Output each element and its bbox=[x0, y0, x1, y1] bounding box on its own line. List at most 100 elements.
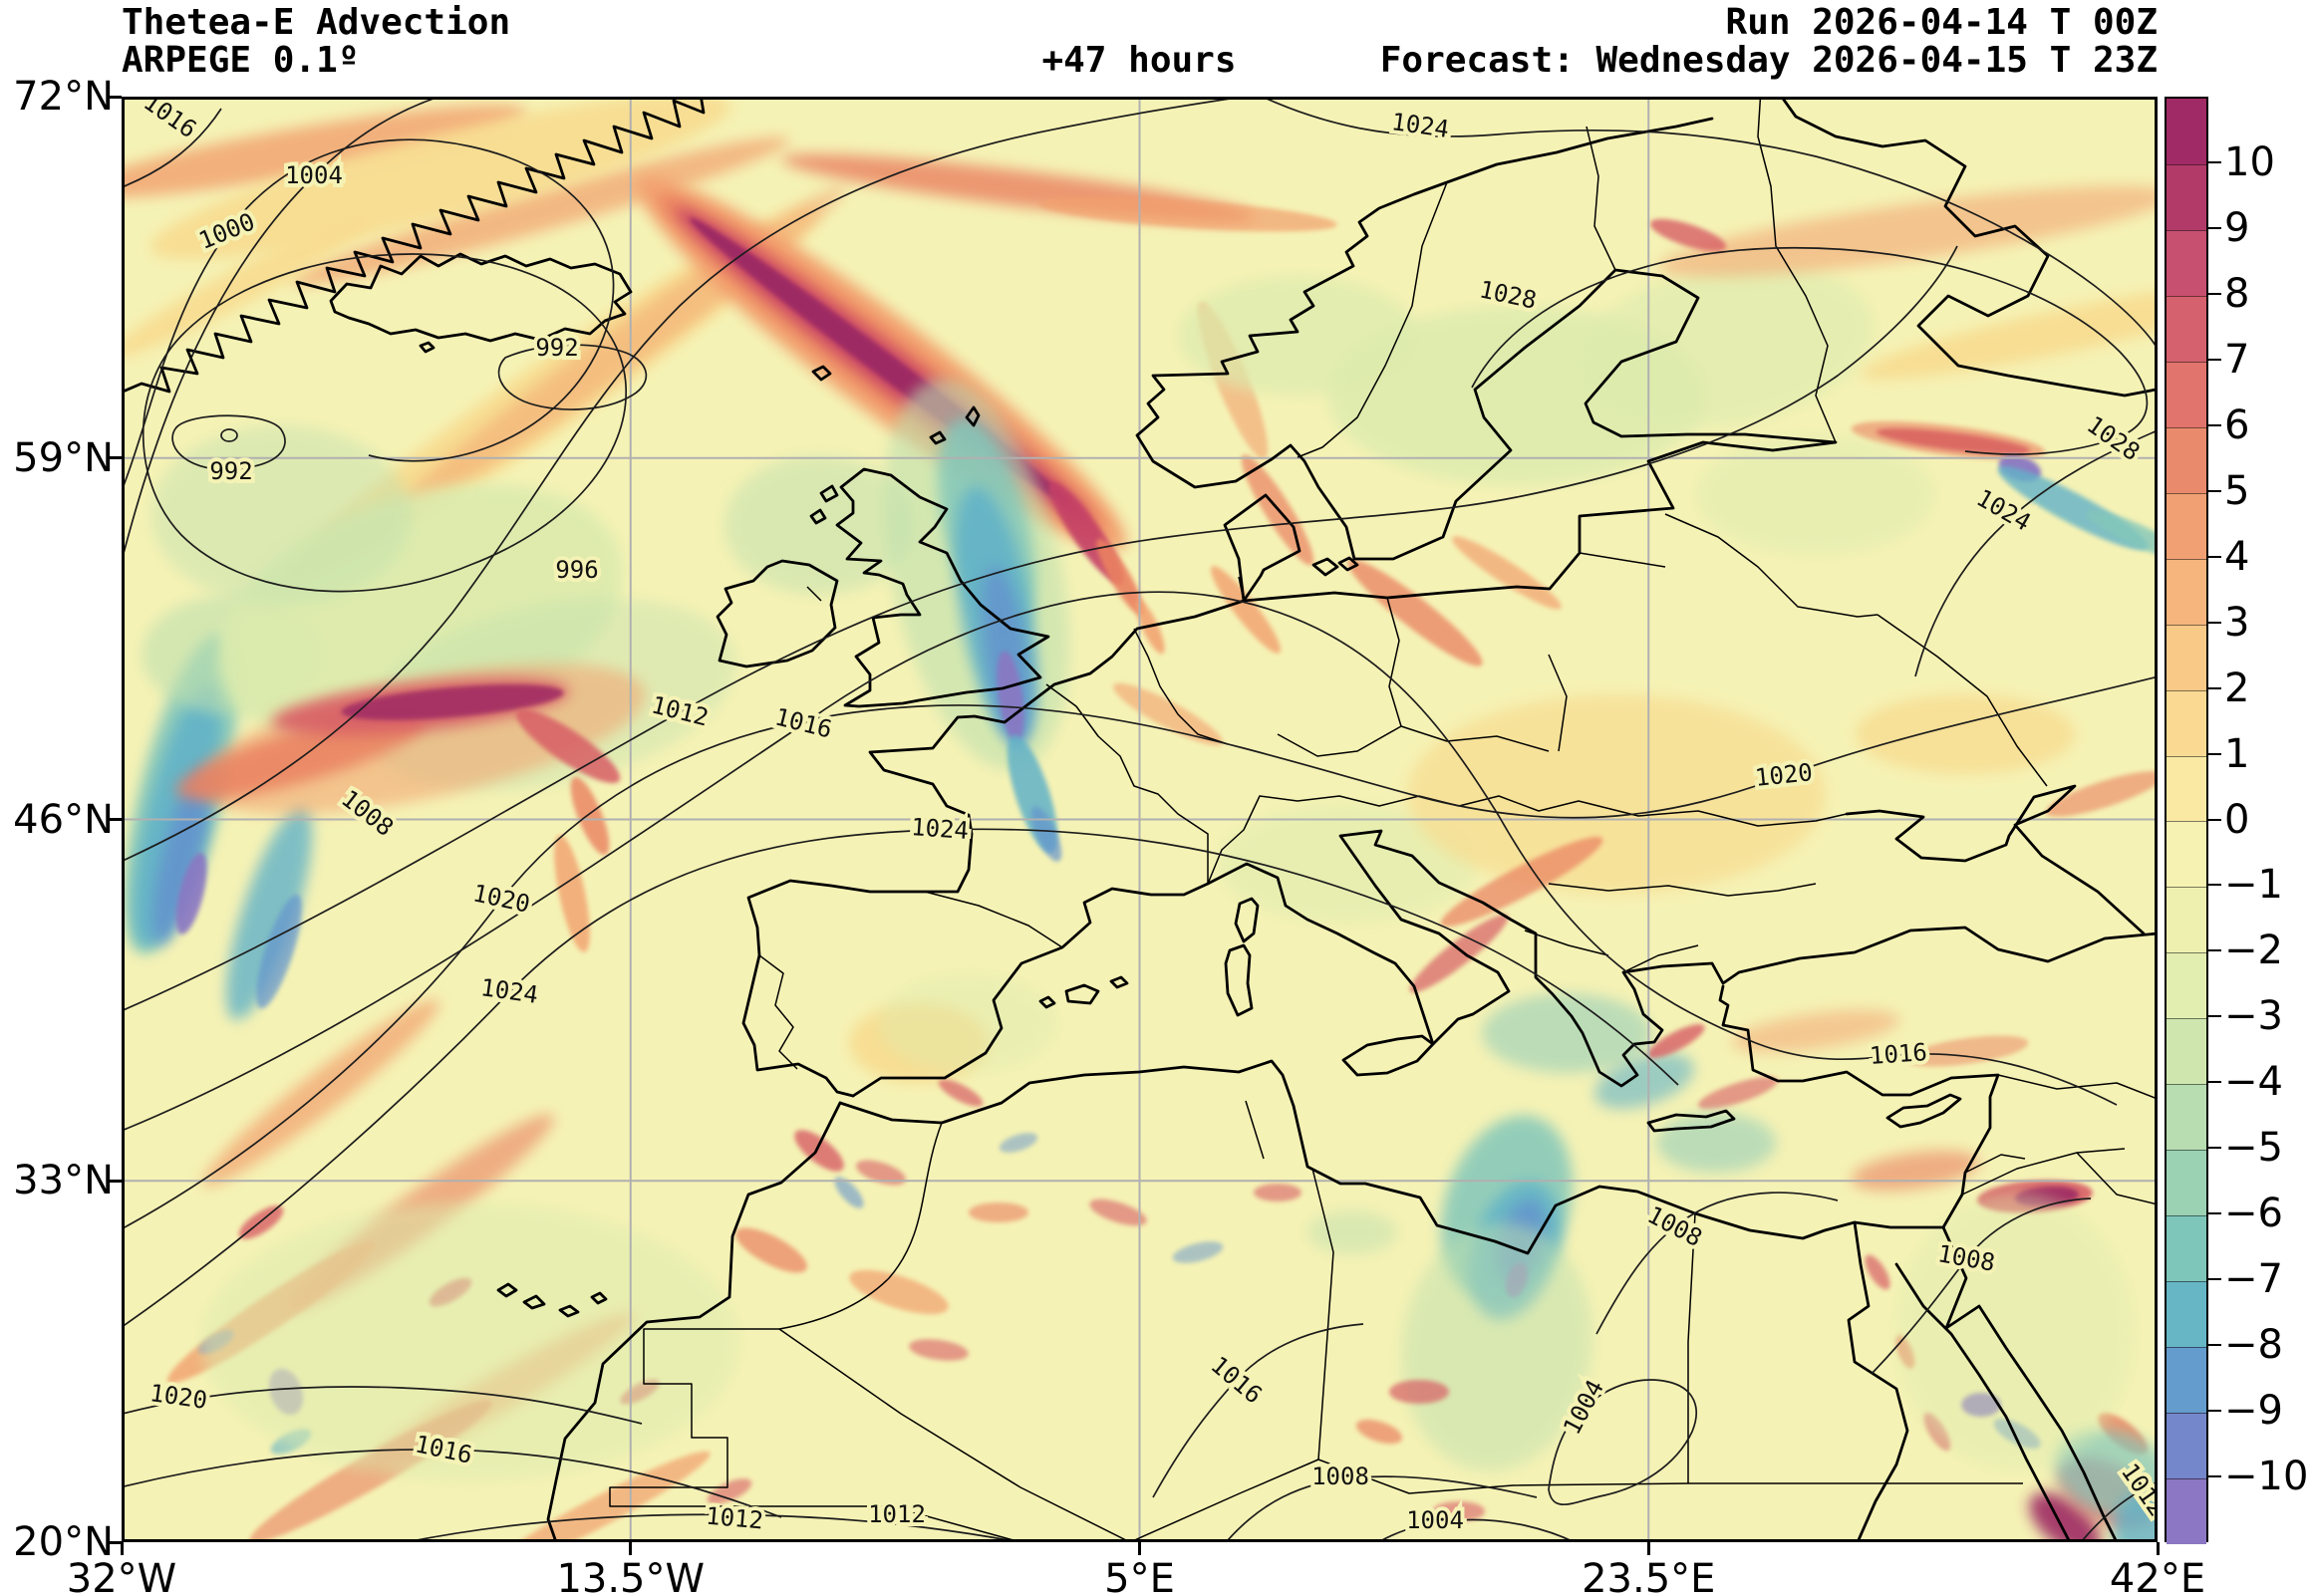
colorbar-segment bbox=[2167, 295, 2206, 362]
advection-blob bbox=[999, 1133, 1038, 1153]
coastline bbox=[716, 559, 839, 668]
colorbar-segment bbox=[2167, 1215, 2206, 1282]
coastline bbox=[1135, 117, 1838, 603]
colorbar-segment bbox=[2167, 755, 2206, 822]
colorbar-tick-label: 9 bbox=[2224, 204, 2250, 251]
advection-blob bbox=[1860, 282, 2158, 380]
x-tick bbox=[2156, 1542, 2160, 1555]
y-tick bbox=[109, 1540, 122, 1544]
coastline bbox=[1941, 1225, 2119, 1542]
colorbar-tick bbox=[2208, 1475, 2221, 1478]
isobar-line bbox=[1260, 97, 2158, 351]
colorbar-segment bbox=[2167, 1084, 2206, 1151]
colorbar-tick bbox=[2208, 1410, 2221, 1413]
colorbar-tick-label: −10 bbox=[2224, 1454, 2309, 1500]
country-border bbox=[609, 1328, 779, 1507]
lat-axis-label: 59°N bbox=[13, 434, 114, 481]
advection-blob bbox=[256, 894, 302, 1009]
contour-label: 1012 bbox=[705, 1502, 764, 1535]
advection-blob bbox=[1649, 218, 1727, 252]
isobar-line bbox=[1152, 1323, 1364, 1498]
coastline bbox=[419, 341, 1962, 1318]
colorbar-tick bbox=[2208, 423, 2221, 426]
country-border bbox=[758, 954, 798, 1070]
colorbar-tick-label: −2 bbox=[2224, 928, 2283, 974]
colorbar-segment bbox=[2167, 361, 2206, 427]
coastline bbox=[122, 97, 706, 395]
advection-blob bbox=[2086, 510, 2158, 560]
isobar-line bbox=[142, 253, 627, 593]
colorbar-segment bbox=[2167, 624, 2206, 690]
contour-label: 1004 bbox=[1406, 1506, 1464, 1534]
advection-blob bbox=[515, 708, 621, 784]
forecast-label: Forecast: Wednesday 2026-04-15 T 23Z bbox=[1379, 40, 2158, 81]
country-border bbox=[1964, 1154, 2026, 1174]
isobar-line bbox=[497, 344, 648, 410]
colorbar-tick-label: 7 bbox=[2224, 336, 2250, 383]
lon-axis-label: 32°W bbox=[66, 1556, 177, 1596]
advection-blob bbox=[2045, 771, 2158, 817]
colorbar-tick-label: 2 bbox=[2224, 665, 2250, 711]
colorbar-tick bbox=[2208, 358, 2221, 361]
colorbar-tick bbox=[2208, 292, 2221, 295]
advection-blob bbox=[938, 1079, 984, 1107]
country-border bbox=[1418, 795, 1848, 827]
coastline bbox=[741, 599, 1246, 1098]
advection-blob bbox=[1389, 1380, 1449, 1404]
country-border bbox=[1687, 1212, 1696, 1483]
advection-blob bbox=[1656, 1113, 1776, 1173]
colorbar-tick bbox=[2208, 1015, 2221, 1018]
country-border bbox=[1548, 654, 1568, 752]
contour-label: 1008 bbox=[1311, 1463, 1369, 1490]
colorbar-segment bbox=[2167, 229, 2206, 296]
advection-blob bbox=[997, 651, 1024, 742]
colorbar-tick-label: −5 bbox=[2224, 1125, 2283, 1172]
colorbar-tick-label: −6 bbox=[2224, 1191, 2283, 1237]
colorbar-tick-label: 0 bbox=[2224, 796, 2250, 843]
colorbar-segment bbox=[2167, 558, 2206, 625]
isobar-line bbox=[122, 1386, 643, 1425]
coastline bbox=[1779, 97, 2158, 398]
colorbar-tick-label: −7 bbox=[2224, 1256, 2283, 1303]
advection-blob bbox=[1433, 1501, 1485, 1521]
x-tick bbox=[1138, 1542, 1141, 1555]
advection-blob bbox=[175, 712, 427, 800]
coastlines bbox=[122, 97, 2158, 1542]
country-border bbox=[1877, 614, 2048, 787]
isobar-line bbox=[122, 97, 442, 565]
coastline bbox=[1894, 1262, 2072, 1542]
isobar-line bbox=[122, 97, 1249, 863]
country-border bbox=[2076, 1152, 2158, 1205]
lat-axis-label: 72°N bbox=[13, 74, 114, 120]
advection-blob bbox=[225, 807, 313, 1020]
advection-blob bbox=[1697, 1076, 1779, 1110]
colorbar-segment bbox=[2167, 492, 2206, 559]
country-border bbox=[1245, 1100, 1265, 1160]
y-tick bbox=[109, 95, 122, 99]
coastline bbox=[1845, 784, 2146, 935]
colorbar-tick-label: 6 bbox=[2224, 401, 2250, 448]
advection-blob bbox=[1172, 1241, 1224, 1263]
isobar-line bbox=[171, 414, 286, 470]
country-border bbox=[1386, 597, 1402, 727]
advection-blob bbox=[794, 1130, 844, 1172]
colorbar-segment bbox=[2167, 1413, 2206, 1479]
isobar-line bbox=[1914, 429, 2158, 677]
x-tick bbox=[1646, 1542, 1650, 1555]
advection-blob bbox=[1856, 694, 2075, 774]
advection-blob bbox=[1452, 536, 1562, 610]
run-label: Run 2026-04-14 T 00Z bbox=[1725, 2, 2158, 43]
advection-blob bbox=[341, 684, 564, 720]
advection-blob bbox=[1895, 1193, 2135, 1471]
isobar-line bbox=[1871, 1197, 2092, 1375]
colorbar-tick bbox=[2208, 489, 2221, 492]
country-border bbox=[1207, 795, 1420, 885]
colorbar-segment bbox=[2167, 426, 2206, 493]
advection-blob bbox=[724, 455, 914, 595]
coastline bbox=[838, 984, 2000, 1255]
advection-blob bbox=[175, 853, 207, 934]
country-border bbox=[1548, 883, 1817, 897]
colorbar-tick-label: −9 bbox=[2224, 1388, 2283, 1435]
country-border bbox=[924, 891, 1063, 948]
contour-label: 996 bbox=[555, 556, 598, 584]
